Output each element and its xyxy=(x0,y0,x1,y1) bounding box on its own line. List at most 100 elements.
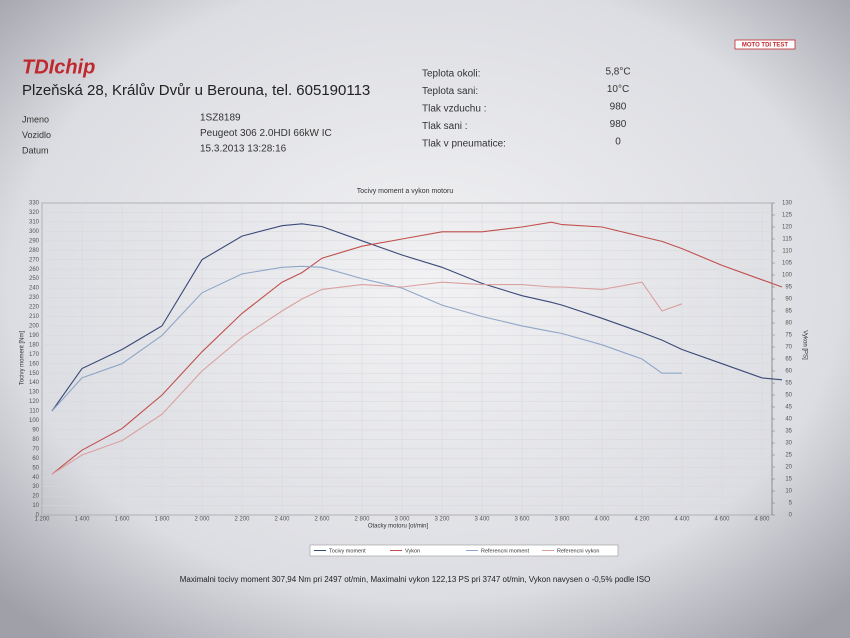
condition-label: Tlak v pneumatice: xyxy=(422,139,506,150)
x-tick-label: 2 600 xyxy=(314,517,330,523)
y-tick-label: 40 xyxy=(32,475,39,481)
y2-tick-label: 35 xyxy=(785,429,792,435)
y-tick-label: 70 xyxy=(32,446,39,452)
legend-label: Referencni moment xyxy=(481,548,529,554)
x-tick-label: 3 400 xyxy=(474,517,490,523)
series-line xyxy=(51,221,783,475)
y2-tick-label: 65 xyxy=(785,357,792,363)
y2-tick-label: 50 xyxy=(785,393,792,399)
legend-label: Tocivy moment xyxy=(329,548,366,554)
y2-tick-label: 45 xyxy=(785,405,792,411)
y-tick-label: 120 xyxy=(29,399,40,405)
y-tick-label: 160 xyxy=(29,361,40,367)
y2-tick-label: 85 xyxy=(785,309,792,315)
y2-tick-label: 20 xyxy=(785,465,792,471)
chart-title: Tocivy moment a vykon motoru xyxy=(357,188,454,195)
footer: Maximalni tocivy moment 307,94 Nm pri 24… xyxy=(180,575,651,584)
y-tick-label: 310 xyxy=(29,219,40,225)
x-tick-label: 3 800 xyxy=(554,517,570,523)
field-label: Datum xyxy=(22,145,49,155)
field-value: 15.3.2013 13:28:16 xyxy=(200,144,287,155)
y-tick-label: 300 xyxy=(29,229,40,235)
y-tick-label: 60 xyxy=(32,456,39,462)
condition-value: 10°C xyxy=(607,84,629,95)
y2-tick-label: 0 xyxy=(789,513,793,519)
y2-tick-label: 115 xyxy=(782,237,792,243)
y-tick-label: 320 xyxy=(29,210,40,216)
series-line xyxy=(51,223,783,412)
y-tick-label: 50 xyxy=(32,465,39,471)
x-tick-label: 4 600 xyxy=(714,517,730,523)
y-tick-label: 180 xyxy=(29,342,40,348)
x-tick-label: 4 200 xyxy=(634,517,650,523)
condition-value: 980 xyxy=(610,102,627,113)
y2-tick-label: 30 xyxy=(785,441,792,447)
x-tick-label: 3 200 xyxy=(434,517,450,523)
condition-value: 980 xyxy=(610,119,627,130)
y-tick-label: 190 xyxy=(29,333,40,339)
x-tick-label: 2 000 xyxy=(194,517,210,523)
y-tick-label: 230 xyxy=(29,295,40,301)
y-tick-label: 290 xyxy=(29,238,40,244)
y-tick-label: 140 xyxy=(29,380,40,386)
y2-tick-label: 105 xyxy=(782,261,793,267)
y2-tick-label: 5 xyxy=(789,501,793,507)
y-tick-label: 210 xyxy=(29,314,40,320)
y-tick-label: 130 xyxy=(29,390,40,396)
condition-label: Tlak sani : xyxy=(422,121,468,132)
y2-tick-label: 25 xyxy=(785,453,792,459)
logo-right-box xyxy=(734,39,796,50)
condition-value: 0 xyxy=(615,137,621,148)
field-value: 1SZ8189 xyxy=(200,113,241,124)
y2-tick-label: 90 xyxy=(785,297,792,303)
y-axis-label: Tocivy moment [Nm] xyxy=(20,330,26,385)
x-tick-label: 1 200 xyxy=(34,517,50,523)
x-tick-label: 4 800 xyxy=(754,517,770,523)
y-tick-label: 100 xyxy=(29,418,40,424)
y2-tick-label: 75 xyxy=(785,333,792,339)
address: Plzeňská 28, Králův Dvůr u Berouna, tel.… xyxy=(22,82,370,99)
legend-label: Vykon xyxy=(405,548,420,554)
y2-tick-label: 15 xyxy=(785,477,792,483)
x-tick-label: 3 600 xyxy=(514,517,530,523)
y-tick-label: 110 xyxy=(29,409,39,415)
y-tick-label: 170 xyxy=(29,352,40,358)
y-tick-label: 80 xyxy=(32,437,39,443)
legend xyxy=(309,544,619,557)
x-tick-label: 4 400 xyxy=(674,517,690,523)
field-value: Peugeot 306 2.0HDI 66kW IC xyxy=(200,128,332,139)
field-label: Vozidlo xyxy=(22,130,51,140)
y2-tick-label: 80 xyxy=(785,321,792,327)
y2-tick-label: 70 xyxy=(785,345,792,351)
legend-label: Referencni vykon xyxy=(557,548,600,554)
x-tick-label: 2 400 xyxy=(274,517,290,523)
x-axis-label: Otacky motoru [ot/min] xyxy=(368,524,429,530)
y-tick-label: 150 xyxy=(29,371,40,377)
x-tick-label: 2 800 xyxy=(354,517,370,523)
y2-tick-label: 60 xyxy=(785,369,792,375)
y-tick-label: 20 xyxy=(32,494,39,500)
condition-label: Teplota okoli: xyxy=(422,69,480,80)
logo: TDIchip xyxy=(22,56,95,78)
condition-value: 5,8°C xyxy=(605,67,630,78)
y2-tick-label: 100 xyxy=(782,273,793,279)
y2-tick-label: 110 xyxy=(782,249,792,255)
y-tick-label: 280 xyxy=(29,248,40,254)
y-tick-label: 240 xyxy=(29,286,40,292)
x-tick-label: 3 000 xyxy=(394,517,410,523)
y-tick-label: 30 xyxy=(32,484,39,490)
logo-right: MOTO TDI TEST xyxy=(742,43,789,49)
y2-tick-label: 130 xyxy=(782,201,793,207)
condition-label: Tlak vzduchu : xyxy=(422,104,486,115)
y-tick-label: 90 xyxy=(32,427,39,433)
y2-tick-label: 125 xyxy=(782,213,793,219)
y-tick-label: 220 xyxy=(29,305,40,311)
y-tick-label: 270 xyxy=(29,257,40,263)
y-tick-label: 260 xyxy=(29,267,40,273)
field-label: Jmeno xyxy=(22,114,49,124)
y2-axis-label: Vykon [PS] xyxy=(801,330,807,360)
series-line xyxy=(51,265,682,412)
y2-tick-label: 120 xyxy=(782,225,793,231)
